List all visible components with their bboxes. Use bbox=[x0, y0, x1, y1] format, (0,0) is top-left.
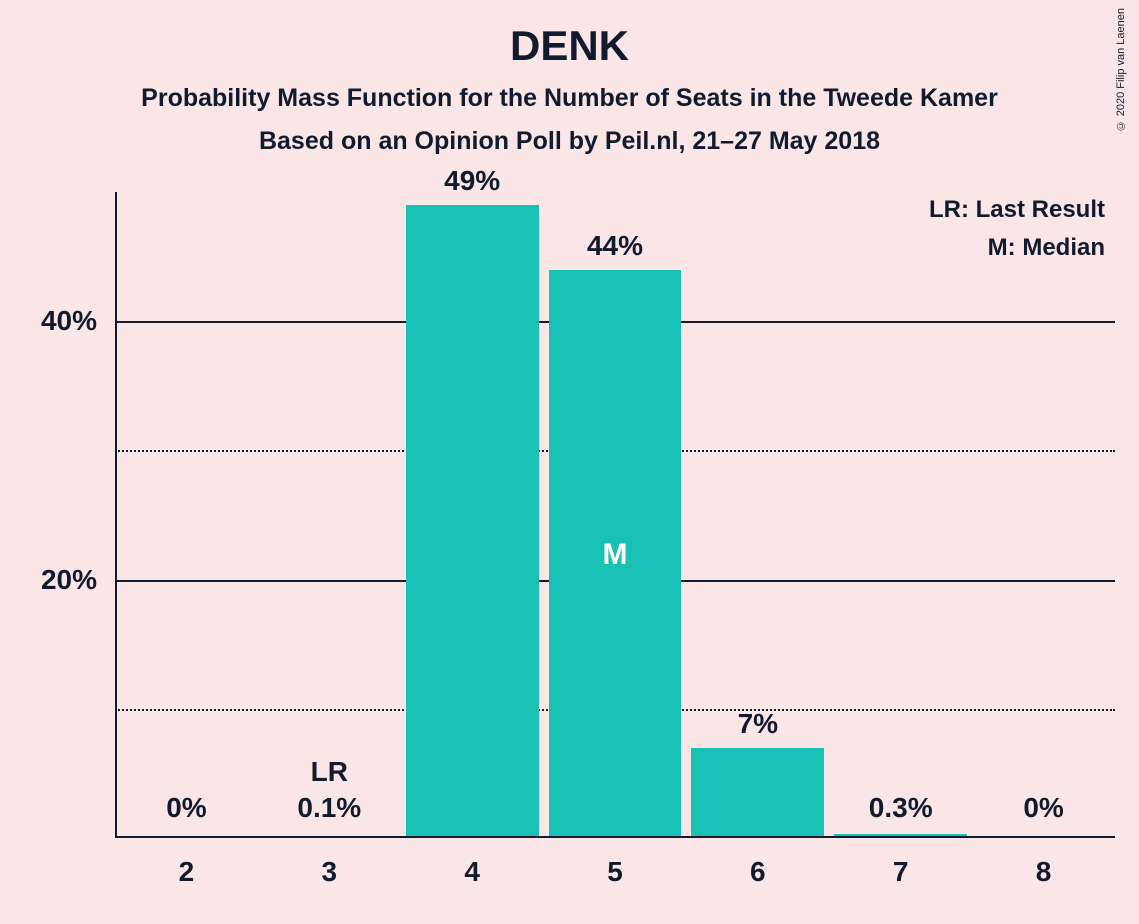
bar-value-label: 49% bbox=[444, 165, 500, 197]
bar-inside-label: M bbox=[603, 538, 628, 572]
x-tick-label: 4 bbox=[464, 838, 480, 888]
bar-annotation: LR bbox=[311, 756, 348, 788]
chart-subtitle-2: Based on an Opinion Poll by Peil.nl, 21–… bbox=[0, 113, 1139, 156]
y-axis-line bbox=[115, 192, 117, 838]
bar-value-label: 0.1% bbox=[297, 792, 361, 824]
bar-value-label: 0% bbox=[1023, 792, 1063, 824]
x-tick-label: 6 bbox=[750, 838, 766, 888]
bar bbox=[691, 748, 824, 838]
x-tick-label: 7 bbox=[893, 838, 909, 888]
x-tick-label: 2 bbox=[179, 838, 195, 888]
y-tick-label: 20% bbox=[41, 564, 115, 596]
chart-subtitle-1: Probability Mass Function for the Number… bbox=[0, 70, 1139, 113]
plot-area: 20%40%0%20.1%LR349%444%M57%60.3%70%8 bbox=[115, 192, 1115, 838]
bar-value-label: 44% bbox=[587, 230, 643, 262]
copyright-text: © 2020 Filip van Laenen bbox=[1115, 8, 1127, 131]
bar-value-label: 0% bbox=[166, 792, 206, 824]
x-tick-label: 8 bbox=[1036, 838, 1052, 888]
y-tick-label: 40% bbox=[41, 305, 115, 337]
x-axis-line bbox=[115, 836, 1115, 838]
chart-title: DENK bbox=[0, 0, 1139, 70]
x-tick-label: 5 bbox=[607, 838, 623, 888]
x-tick-label: 3 bbox=[321, 838, 337, 888]
legend-lr: LR: Last Result bbox=[905, 196, 1105, 224]
bar bbox=[406, 205, 539, 838]
legend-m: M: Median bbox=[905, 234, 1105, 262]
pmf-bar-chart: 20%40%0%20.1%LR349%444%M57%60.3%70%8 bbox=[115, 192, 1115, 838]
legend: LR: Last Result M: Median bbox=[905, 196, 1105, 262]
bar-value-label: 7% bbox=[738, 708, 778, 740]
bar-value-label: 0.3% bbox=[869, 792, 933, 824]
